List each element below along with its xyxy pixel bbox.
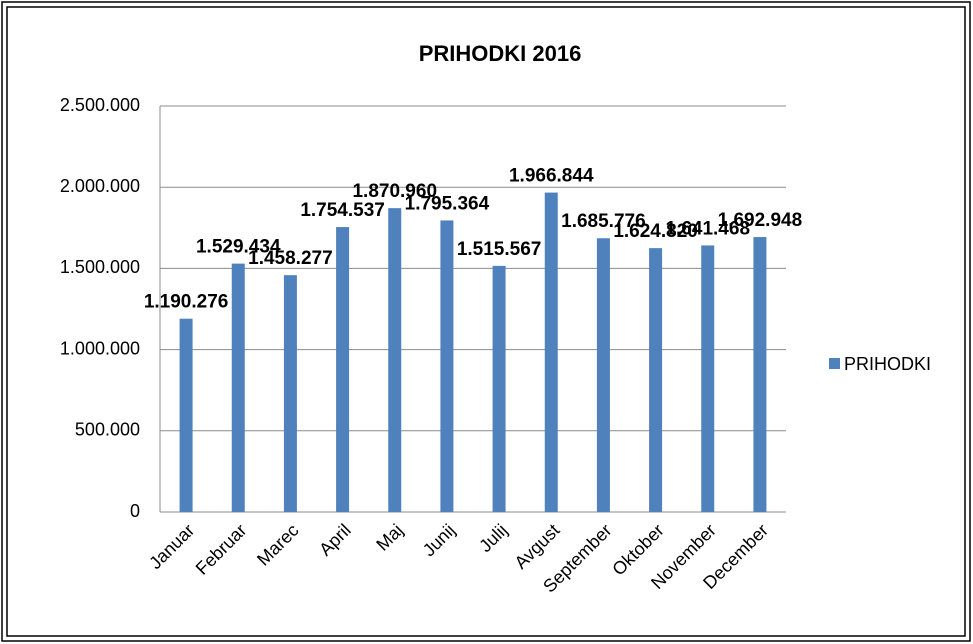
bar bbox=[544, 192, 558, 512]
data-label: 1.515.567 bbox=[457, 239, 542, 260]
inner-frame bbox=[6, 6, 966, 637]
data-label: 1.685.776 bbox=[561, 211, 646, 232]
data-label: 1.458.277 bbox=[248, 248, 333, 269]
y-tick-label: 1.500.000 bbox=[60, 257, 140, 277]
y-tick-label: 1.000.000 bbox=[60, 338, 140, 358]
data-label: 1.529.434 bbox=[196, 237, 281, 258]
bar bbox=[336, 227, 350, 513]
x-tick-label: Marec bbox=[253, 520, 303, 570]
bar bbox=[388, 208, 402, 512]
y-tick-label: 0 bbox=[130, 501, 140, 521]
legend-swatch bbox=[829, 358, 840, 369]
data-label: 1.966.844 bbox=[509, 166, 594, 187]
data-label: 1.641.468 bbox=[665, 218, 750, 239]
bar bbox=[440, 220, 454, 512]
x-tick-label: Maj bbox=[372, 520, 407, 555]
bar bbox=[649, 248, 663, 513]
data-label: 1.870.960 bbox=[352, 181, 437, 202]
bar bbox=[179, 318, 193, 512]
data-label: 1.624.820 bbox=[613, 221, 698, 242]
y-tick-label: 2.000.000 bbox=[60, 176, 140, 196]
bar bbox=[283, 275, 297, 512]
y-tick-label: 500.000 bbox=[75, 420, 140, 440]
chart-title: PRIHODKI 2016 bbox=[419, 41, 582, 66]
data-label: 1.754.537 bbox=[300, 200, 385, 221]
y-tick-label: 2.500.000 bbox=[60, 95, 140, 115]
bar bbox=[492, 265, 506, 512]
bar bbox=[701, 245, 715, 512]
data-label: 1.692.948 bbox=[718, 210, 803, 231]
legend-label: PRIHODKI bbox=[844, 354, 931, 374]
bar bbox=[231, 263, 245, 512]
x-tick-label: Februar bbox=[192, 520, 251, 579]
x-tick-label: Julij bbox=[475, 520, 511, 556]
x-tick-label: Januar bbox=[145, 520, 198, 573]
data-label: 1.795.364 bbox=[405, 193, 490, 214]
bar bbox=[753, 237, 767, 512]
x-tick-label: April bbox=[315, 520, 355, 560]
bar bbox=[596, 238, 610, 512]
x-tick-label: Junij bbox=[419, 520, 459, 560]
data-label: 1.190.276 bbox=[144, 292, 229, 313]
